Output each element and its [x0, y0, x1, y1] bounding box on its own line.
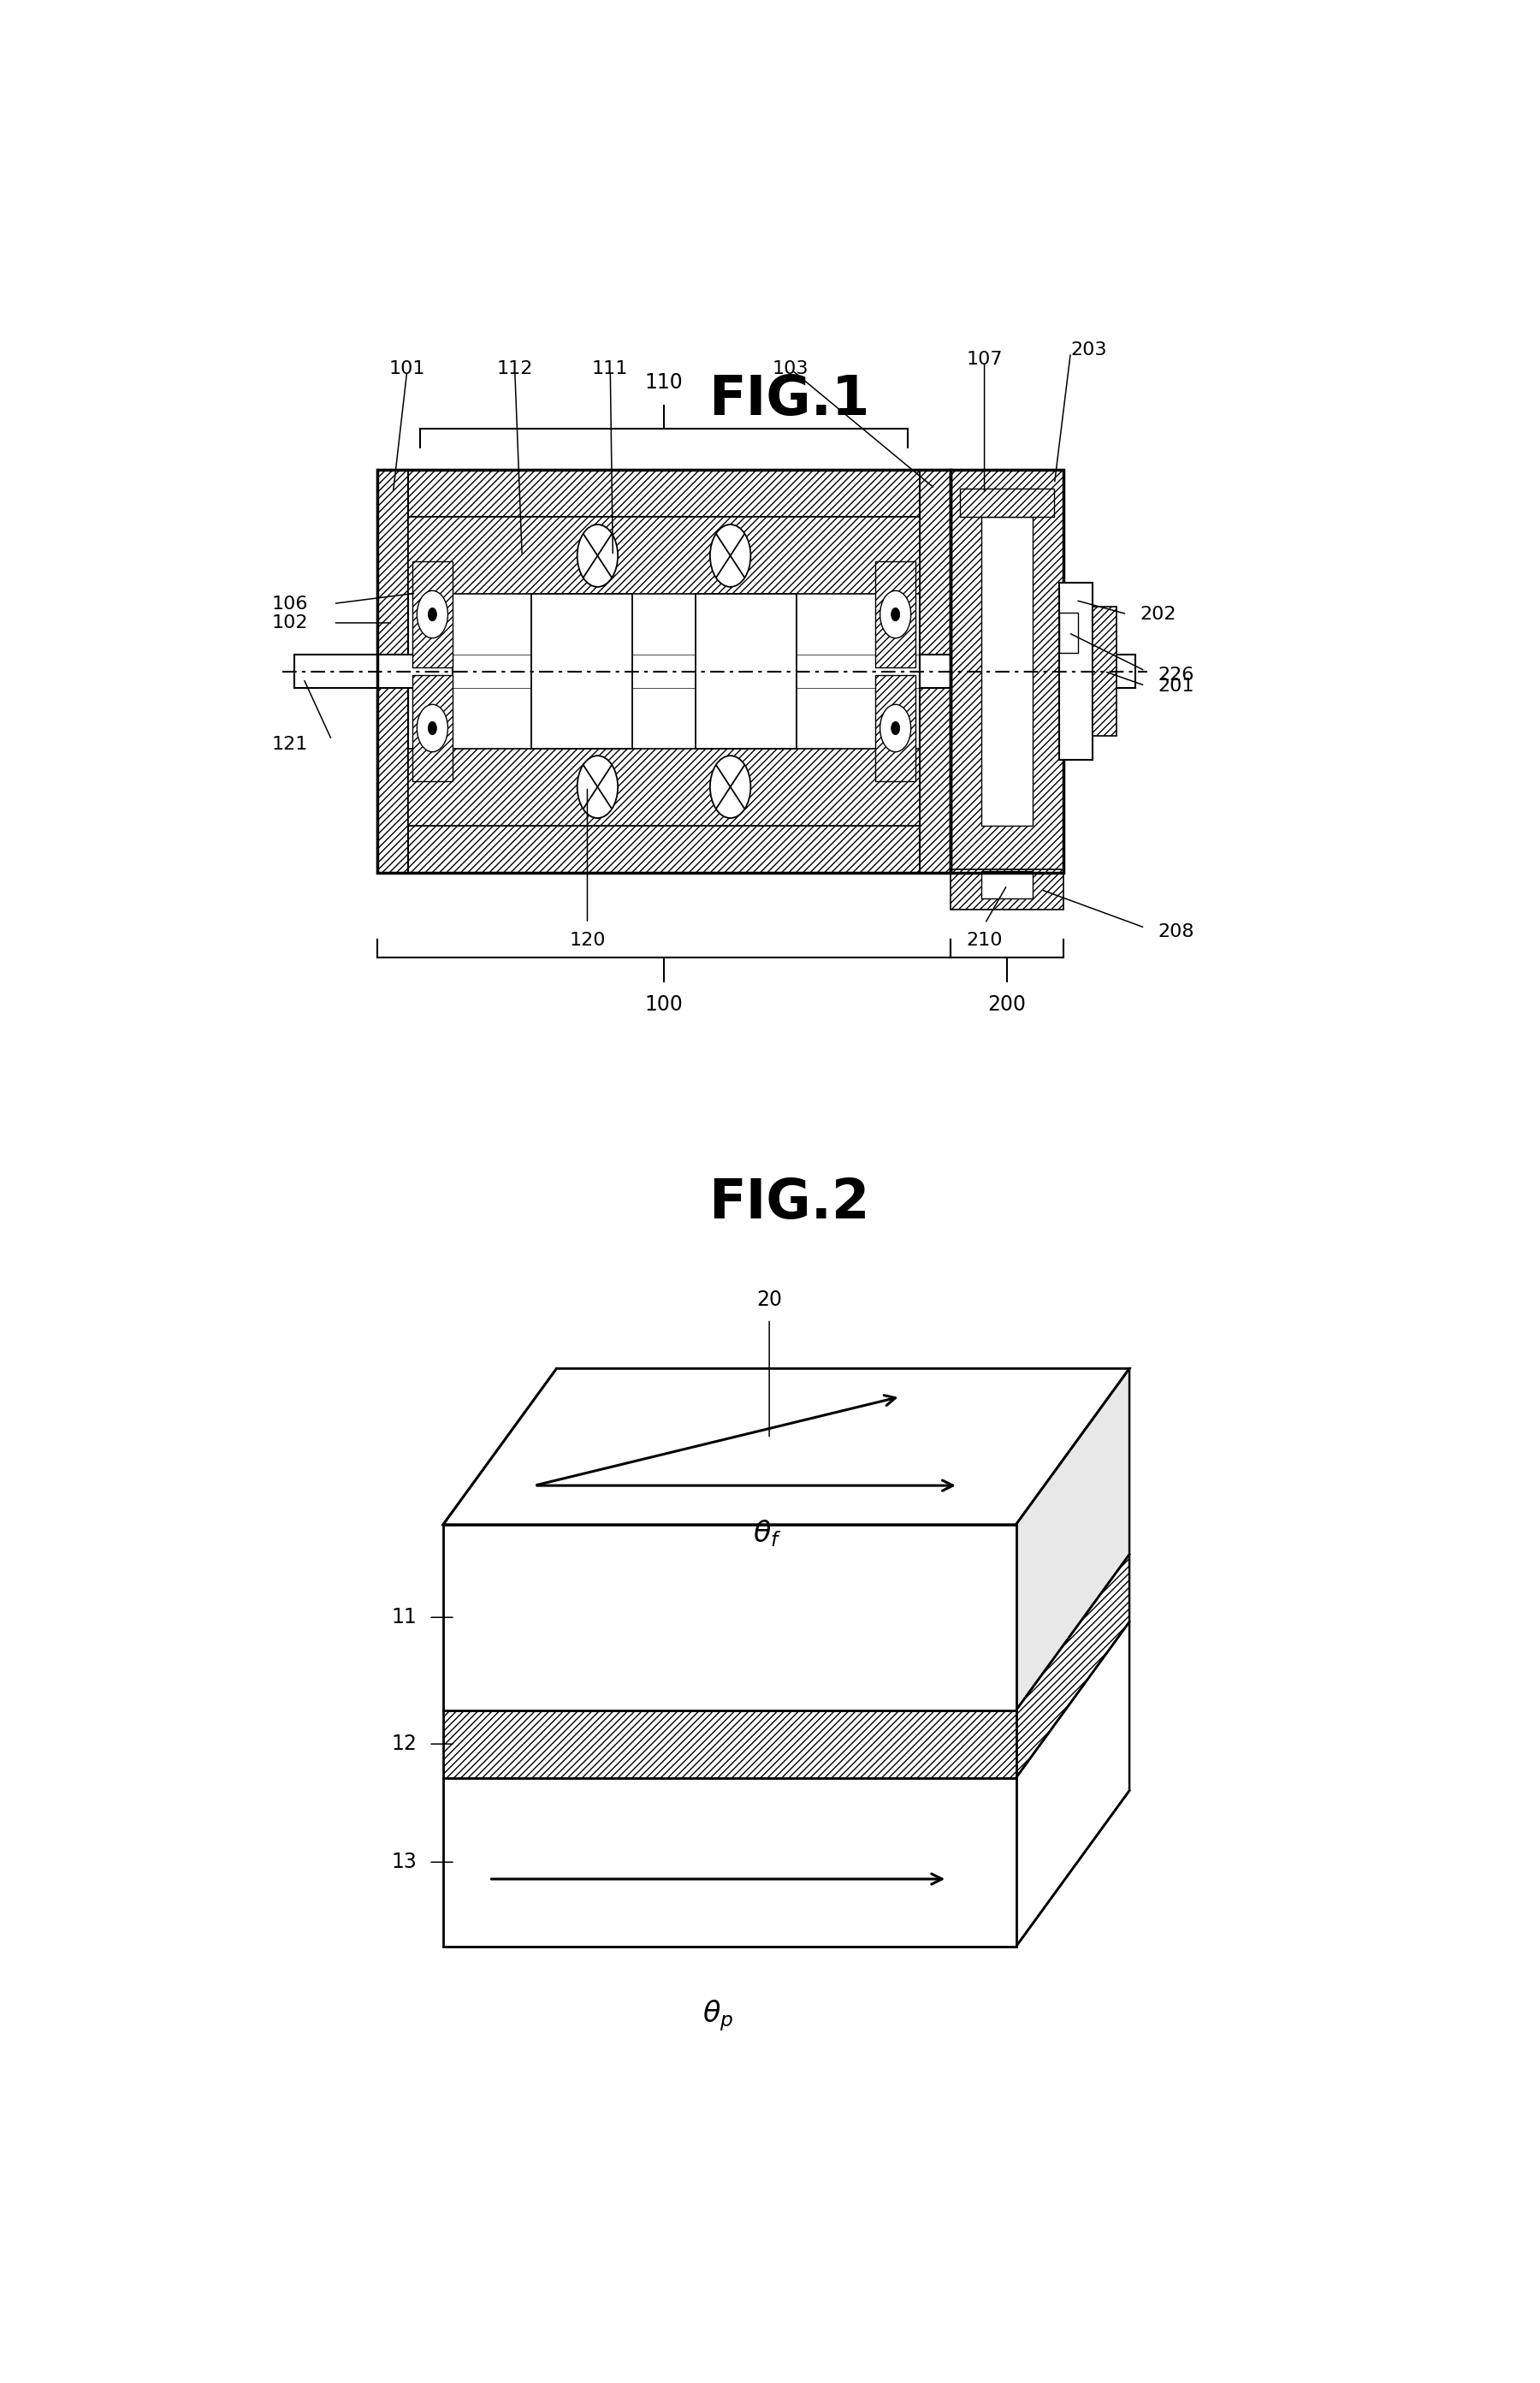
- Circle shape: [417, 591, 448, 639]
- Bar: [408, 517, 919, 593]
- Circle shape: [892, 608, 899, 622]
- Bar: [919, 655, 1135, 689]
- Polygon shape: [1016, 1623, 1129, 1947]
- Text: 112: 112: [496, 360, 533, 377]
- Bar: [444, 1525, 1016, 1711]
- Text: FIG.1: FIG.1: [708, 374, 870, 427]
- Text: FIG.2: FIG.2: [708, 1177, 870, 1230]
- Text: 103: 103: [772, 360, 808, 377]
- Bar: [981, 517, 1033, 825]
- Text: 200: 200: [987, 994, 1026, 1015]
- Bar: [1060, 581, 1092, 760]
- Bar: [981, 872, 1033, 898]
- Bar: [875, 560, 916, 667]
- Bar: [1060, 612, 1078, 653]
- Polygon shape: [444, 1368, 1129, 1525]
- Bar: [950, 870, 1064, 910]
- Text: 107: 107: [966, 350, 1003, 367]
- Bar: [377, 469, 950, 517]
- Text: 201: 201: [1158, 677, 1195, 693]
- Bar: [377, 469, 950, 872]
- Bar: [444, 1778, 1016, 1947]
- Circle shape: [417, 705, 448, 753]
- Bar: [919, 469, 950, 872]
- Bar: [959, 489, 1055, 517]
- Text: 106: 106: [273, 596, 308, 612]
- Bar: [413, 674, 453, 782]
- Bar: [377, 825, 950, 872]
- Circle shape: [710, 524, 750, 586]
- Circle shape: [578, 755, 618, 817]
- Text: 121: 121: [273, 736, 308, 753]
- Circle shape: [892, 722, 899, 734]
- Bar: [408, 748, 919, 825]
- Circle shape: [710, 755, 750, 817]
- Circle shape: [428, 722, 437, 734]
- Text: 101: 101: [390, 360, 425, 377]
- Circle shape: [578, 524, 618, 586]
- Bar: [408, 655, 919, 689]
- Circle shape: [428, 608, 437, 622]
- Text: 11: 11: [391, 1606, 417, 1628]
- Bar: [294, 655, 453, 689]
- Text: 210: 210: [966, 932, 1003, 948]
- Text: 120: 120: [570, 932, 605, 948]
- Polygon shape: [1016, 1554, 1129, 1778]
- Text: 111: 111: [591, 360, 628, 377]
- Bar: [413, 560, 453, 667]
- Bar: [444, 1711, 1016, 1778]
- Text: 102: 102: [273, 615, 308, 631]
- Text: 20: 20: [756, 1289, 782, 1311]
- Text: 100: 100: [645, 994, 684, 1015]
- Text: 226: 226: [1158, 667, 1195, 684]
- Text: 202: 202: [1140, 605, 1177, 622]
- Text: $\theta_f$: $\theta_f$: [753, 1518, 782, 1549]
- Text: 110: 110: [645, 372, 684, 393]
- Bar: [1092, 608, 1116, 736]
- Bar: [531, 593, 631, 748]
- Text: $\theta_p$: $\theta_p$: [702, 1997, 733, 2033]
- Bar: [950, 469, 1064, 872]
- Circle shape: [879, 591, 910, 639]
- Circle shape: [879, 705, 910, 753]
- Bar: [950, 469, 1064, 872]
- Polygon shape: [1016, 1368, 1129, 1711]
- Bar: [377, 469, 408, 872]
- Bar: [696, 593, 796, 748]
- Bar: [875, 674, 916, 782]
- Text: 12: 12: [391, 1735, 417, 1754]
- Text: 203: 203: [1070, 341, 1107, 360]
- Text: 13: 13: [391, 1852, 417, 1873]
- Text: 208: 208: [1158, 922, 1195, 941]
